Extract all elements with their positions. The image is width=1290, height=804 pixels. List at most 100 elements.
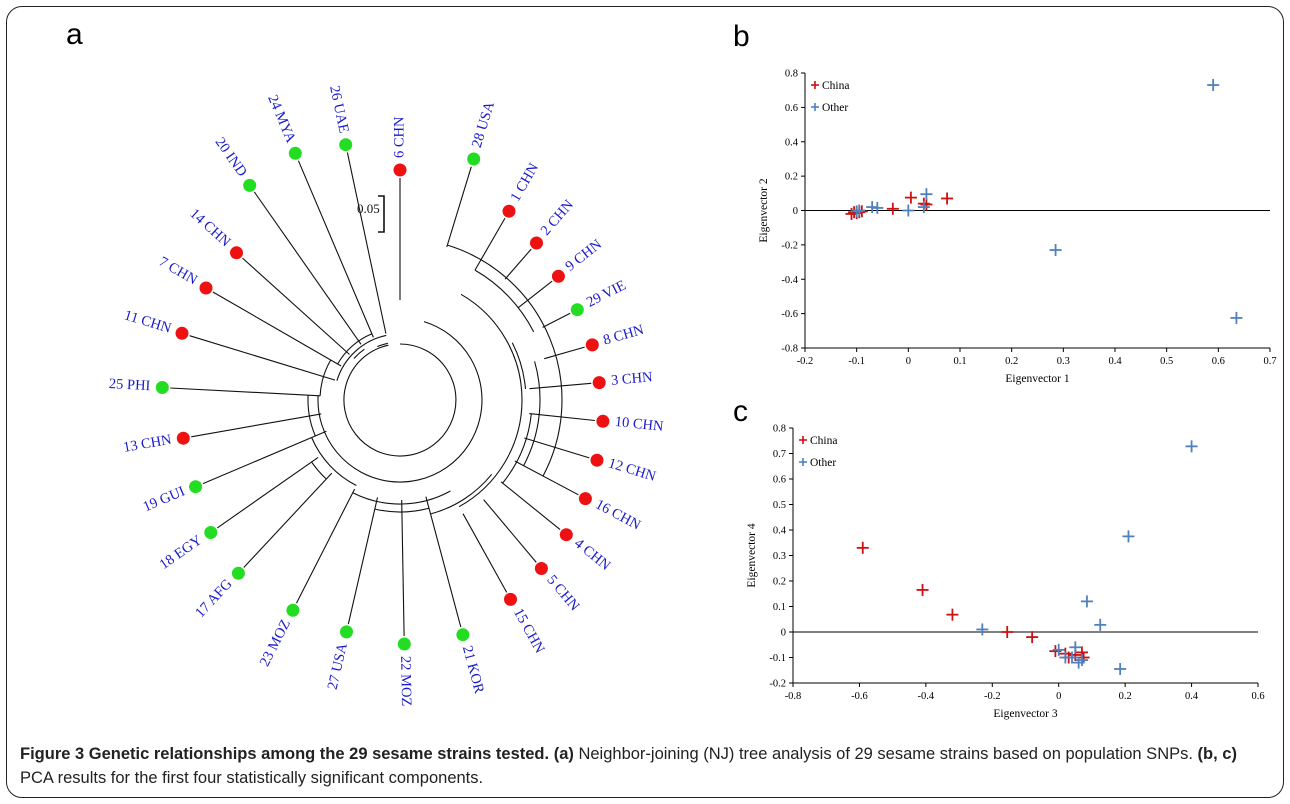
- y-tick-label: -0.8: [781, 344, 798, 355]
- leaf-label: 11 CHN: [122, 307, 173, 337]
- tree-arc: [317, 321, 483, 483]
- x-tick-label: 0.1: [953, 356, 966, 367]
- x-tick-label: 0.4: [1185, 691, 1199, 702]
- data-point: [853, 204, 866, 217]
- tree-branch: [216, 456, 319, 529]
- leaf-dot: [175, 326, 189, 340]
- y-tick-label: -0.4: [781, 275, 798, 286]
- y-tick-label: 0.2: [773, 577, 786, 588]
- tree-arc: [502, 413, 532, 484]
- tree-branch: [297, 160, 374, 338]
- y-tick-label: 0.7: [773, 449, 786, 460]
- leaf-label: 29 VIE: [584, 277, 629, 310]
- y-tick-label: 0.8: [785, 69, 798, 80]
- legend-item: China: [811, 80, 849, 92]
- leaf-label: 4 CHN: [571, 535, 614, 574]
- x-tick-label: 0.5: [1160, 356, 1173, 367]
- leaf-label: 1 CHN: [507, 160, 542, 204]
- legend-label: Other: [822, 102, 848, 114]
- y-tick-label: 0: [781, 628, 786, 639]
- leaf-dot: [502, 204, 516, 218]
- y-tick-label: 0.4: [785, 137, 799, 148]
- data-point: [917, 201, 930, 214]
- tree-branch: [170, 387, 321, 397]
- tree-branch: [212, 291, 342, 367]
- leaf-dot: [551, 269, 565, 283]
- leaf-dot: [286, 603, 300, 617]
- leaf-label: 22 MOZ: [397, 656, 414, 707]
- y-tick-label: 0.8: [773, 424, 786, 435]
- legend-label: Other: [810, 457, 836, 469]
- leaf-dot: [243, 178, 257, 192]
- leaf-label: 3 CHN: [610, 369, 653, 389]
- leaf-dot: [592, 376, 606, 390]
- leaf-label: 8 CHN: [601, 322, 646, 349]
- leaf-dot: [534, 562, 548, 575]
- tree-branch: [474, 217, 506, 271]
- tree-branch: [191, 413, 322, 438]
- data-point: [916, 583, 929, 596]
- y-tick-label: 0.5: [773, 500, 786, 511]
- y-tick-label: 0.6: [785, 103, 798, 114]
- y-tick-label: -0.2: [769, 679, 786, 690]
- data-point: [886, 202, 899, 215]
- data-point: [1185, 440, 1198, 453]
- tree-branch: [504, 248, 532, 280]
- leaf-dot: [467, 152, 481, 166]
- caption-a-ref: (a): [553, 745, 574, 763]
- tree-branch: [500, 481, 561, 531]
- x-tick-label: -0.8: [785, 691, 802, 702]
- leaf-dot: [288, 146, 302, 160]
- leaf-dot: [339, 138, 353, 152]
- legend-item: China: [799, 435, 837, 447]
- y-axis-title: Eigenvector 4: [746, 523, 758, 587]
- data-point: [1114, 662, 1127, 675]
- leaf-dot: [570, 303, 584, 317]
- leaf-dot: [176, 431, 190, 445]
- y-tick-label: 0.3: [773, 551, 786, 562]
- leaf-label: 23 MOZ: [257, 617, 294, 669]
- pca-chart-c: -0.8 -0.6 -0.4 -0.2 0 0.2 0.4 0.6 0.8 0.7 0.6 0.5 0.…: [746, 424, 1265, 721]
- tree-arc: [377, 342, 389, 348]
- x-tick-label: -0.1: [848, 356, 865, 367]
- leaf-label: 6 CHN: [391, 116, 407, 158]
- data-point: [1207, 79, 1220, 92]
- tree-branch: [524, 437, 590, 459]
- leaf-dot: [340, 625, 353, 639]
- tree-arc: [447, 244, 563, 477]
- data-point: [1230, 311, 1243, 324]
- data-point: [871, 201, 884, 214]
- leaf-dot: [590, 453, 604, 467]
- tree-branch: [296, 488, 356, 604]
- legend-item: Other: [799, 457, 836, 469]
- panel-label-b: b: [733, 20, 750, 53]
- y-tick-label: 0.4: [773, 526, 787, 537]
- data-point: [946, 608, 959, 621]
- y-tick-label: 0.2: [785, 172, 798, 183]
- tree-arc: [311, 461, 327, 480]
- leaf-label: 17 AFG: [192, 576, 236, 621]
- leaf-label: 5 CHN: [543, 572, 582, 614]
- x-tick-label: -0.6: [851, 691, 868, 702]
- y-tick-label: -0.2: [781, 240, 798, 251]
- panel-label-a: a: [66, 18, 83, 51]
- data-point: [1049, 244, 1062, 257]
- y-tick-label: -0.1: [769, 653, 786, 664]
- x-tick-label: 0.6: [1212, 356, 1225, 367]
- leaf-label: 18 EGY: [157, 532, 206, 573]
- tree-branch: [425, 496, 462, 628]
- scale-bar-label: 0.05: [357, 201, 380, 216]
- tree-branch: [253, 191, 362, 345]
- legend-label: China: [822, 80, 849, 92]
- data-point: [1077, 651, 1090, 664]
- tree-branch: [346, 152, 387, 334]
- x-tick-label: -0.2: [797, 356, 814, 367]
- data-point: [920, 198, 933, 211]
- y-tick-label: -0.6: [781, 309, 798, 320]
- data-point: [856, 541, 869, 554]
- data-point: [904, 191, 917, 204]
- leaf-dot: [189, 480, 203, 494]
- leaf-dot: [397, 637, 411, 651]
- x-tick-label: 0.6: [1251, 691, 1264, 702]
- tree-branch: [189, 335, 336, 381]
